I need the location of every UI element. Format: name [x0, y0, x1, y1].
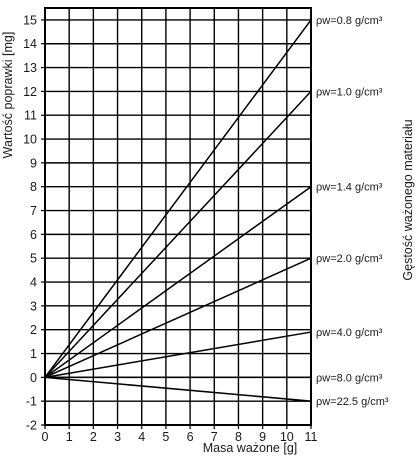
series-line	[44, 19, 312, 378]
y-tick-label: -1	[26, 395, 37, 409]
series-label: ρw=1.0 g/cm³	[316, 86, 383, 98]
y-tick-label: 14	[23, 37, 37, 51]
y-tick-label: 9	[30, 156, 37, 170]
series-label: ρw=1.4 g/cm³	[316, 182, 383, 194]
x-tick-label: 4	[138, 430, 145, 444]
y-tick-label: 8	[30, 180, 37, 194]
y-axis-label: Wartość poprawki [mg]	[1, 32, 15, 159]
y-tick-label: 3	[30, 299, 37, 313]
series-line	[44, 90, 312, 378]
y-tick-label: 1	[30, 347, 37, 361]
series-line	[44, 186, 312, 378]
series-lines	[44, 19, 312, 402]
right-axis-label: Gęstość ważonego materiału	[401, 119, 415, 280]
x-tick-label: 1	[66, 430, 73, 444]
series-label: ρw=22.5 g/cm³	[316, 396, 389, 408]
x-tick-label: 5	[162, 430, 169, 444]
y-tick-label: 12	[23, 85, 37, 99]
series-line	[44, 331, 312, 379]
y-tick-label: -2	[26, 419, 37, 433]
x-tick-label: 7	[211, 430, 218, 444]
series-label: ρw=2.0 g/cm³	[316, 253, 383, 265]
y-tick-label: 2	[30, 323, 37, 337]
x-tick-label: 9	[259, 430, 266, 444]
x-tick-label: 11	[305, 430, 318, 444]
x-tick-label: 8	[235, 430, 242, 444]
x-tick-label: 3	[114, 430, 121, 444]
y-tick-label: 6	[30, 228, 37, 242]
series-line	[44, 376, 312, 402]
x-tick-label: 0	[42, 430, 49, 444]
grid	[41, 8, 312, 429]
y-tick-label: 11	[24, 109, 37, 123]
x-tick-label: 2	[90, 430, 97, 444]
y-tick-label: 7	[30, 204, 37, 218]
series-line	[44, 257, 312, 379]
series-label: ρw=8.0 g/cm³	[316, 372, 383, 384]
x-tick-label: 10	[280, 430, 294, 444]
y-tick-label: 5	[30, 252, 37, 266]
y-tick-label: 15	[23, 13, 37, 27]
y-tick-label: 13	[23, 61, 37, 75]
series-label: ρw=0.8 g/cm³	[316, 15, 383, 27]
series-label: ρw=4.0 g/cm³	[316, 327, 383, 339]
series-labels: ρw=0.8 g/cm³ ρw=1.0 g/cm³ ρw=1.4 g/cm³ ρw=2…	[316, 15, 389, 408]
y-tick-label: 4	[30, 276, 37, 290]
x-axis-label: Masa ważone [g]	[203, 441, 298, 455]
plot-border	[44, 7, 312, 426]
y-tick-label: 10	[23, 133, 37, 147]
y-tick-label: 0	[30, 371, 37, 385]
plot-frame	[44, 7, 312, 426]
x-tick-label: 6	[187, 430, 194, 444]
